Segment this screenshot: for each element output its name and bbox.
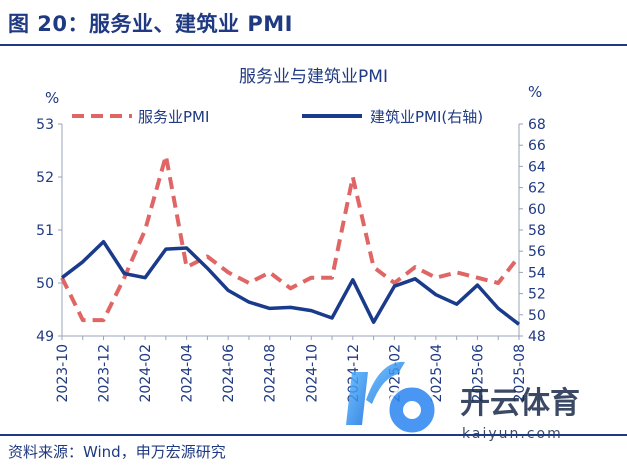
x-tick-label: 2024-10: [304, 344, 320, 403]
right-axis-unit: %: [528, 83, 542, 101]
right-tick-label: 64: [528, 159, 546, 175]
right-tick-label: 66: [528, 138, 546, 154]
x-axis: 2023-10 2023-12 2024-02 2024-04 2024-06 2024-…: [55, 335, 528, 403]
title-divider: [0, 44, 627, 46]
watermark-brand: 开云体育: [460, 386, 580, 421]
footer-divider: [0, 434, 627, 436]
right-tick-label: 68: [528, 117, 546, 133]
legend-construction-label: 建筑业PMI(右轴): [370, 108, 483, 126]
x-tick-label: 2025-04: [429, 344, 445, 403]
right-tick-label: 58: [528, 223, 546, 239]
left-tick-label: 51: [36, 223, 54, 239]
watermark-k-arm: [366, 361, 405, 404]
series-layer: [60, 153, 521, 326]
left-tick-label: 49: [36, 329, 54, 345]
right-tick-label: 54: [528, 265, 546, 281]
watermark-ball-center: [403, 401, 421, 419]
source-note: 资料来源：Wind，申万宏源研究: [8, 443, 226, 461]
right-tick-label: 48: [528, 329, 546, 345]
x-tick-label: 2024-04: [180, 344, 196, 403]
watermark-k-stem: [346, 372, 368, 425]
left-axis: % 49 50 51 52 53: [36, 89, 63, 345]
right-tick-label: 52: [528, 287, 546, 303]
x-tick-label: 2025-06: [470, 344, 486, 403]
x-tick-label: 2023-10: [55, 344, 71, 403]
right-axis: % 48 50 52 54 56 58 60 62 64 66 68: [518, 83, 546, 345]
left-tick-label: 50: [36, 276, 54, 292]
right-tick-label: 56: [528, 244, 546, 260]
chart-title: 服务业与建筑业PMI: [239, 67, 388, 87]
legend: 服务业PMI 建筑业PMI(右轴): [72, 108, 483, 126]
x-tick-label: 2024-08: [263, 344, 279, 403]
x-tick-label: 2023-12: [97, 344, 113, 403]
right-tick-label: 62: [528, 181, 546, 197]
services-pmi-line: [60, 153, 521, 323]
x-tick-label: 2025-08: [512, 344, 528, 403]
x-tick-label: 2024-02: [138, 344, 154, 403]
construction-pmi-line: [60, 239, 521, 326]
x-tick-label: 2024-06: [221, 344, 237, 403]
left-axis-unit: %: [45, 89, 59, 107]
right-tick-label: 60: [528, 202, 546, 218]
left-tick-label: 52: [36, 170, 54, 186]
right-tick-label: 50: [528, 308, 546, 324]
figure-title: 图 20：服务业、建筑业 PMI: [8, 12, 293, 36]
left-tick-label: 53: [36, 117, 54, 133]
legend-services-label: 服务业PMI: [138, 108, 209, 126]
